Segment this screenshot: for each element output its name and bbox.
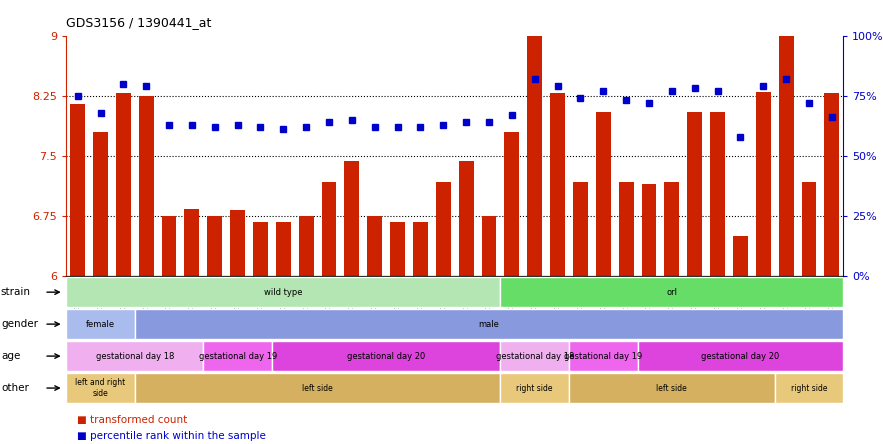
Bar [436, 182, 450, 276]
Bar [664, 182, 679, 276]
Bar [802, 182, 817, 276]
FancyBboxPatch shape [66, 309, 135, 340]
FancyBboxPatch shape [638, 341, 843, 372]
Bar [413, 222, 428, 276]
Text: ■ transformed count: ■ transformed count [77, 416, 187, 425]
FancyBboxPatch shape [569, 373, 774, 404]
Text: gestational day 19: gestational day 19 [564, 352, 643, 361]
Bar [139, 96, 154, 276]
Bar [710, 112, 725, 276]
Text: other: other [1, 383, 29, 393]
FancyBboxPatch shape [501, 277, 843, 308]
Bar [596, 112, 611, 276]
Bar [459, 162, 473, 276]
Bar [230, 210, 245, 276]
Text: GDS3156 / 1390441_at: GDS3156 / 1390441_at [66, 16, 212, 29]
Text: age: age [1, 351, 20, 361]
Text: orl: orl [667, 288, 677, 297]
Text: left side: left side [656, 384, 687, 392]
Text: gestational day 18: gestational day 18 [95, 352, 174, 361]
Bar [779, 36, 794, 276]
Bar [116, 93, 131, 276]
Bar [527, 36, 542, 276]
Text: right side: right side [791, 384, 827, 392]
FancyBboxPatch shape [66, 373, 135, 404]
Bar [298, 216, 313, 276]
Bar [344, 162, 359, 276]
Bar [390, 222, 405, 276]
Bar [573, 182, 588, 276]
Text: wild type: wild type [264, 288, 303, 297]
Bar [550, 93, 565, 276]
Bar [275, 222, 291, 276]
Text: male: male [479, 320, 500, 329]
Text: gestational day 20: gestational day 20 [347, 352, 426, 361]
Text: left side: left side [302, 384, 333, 392]
Bar [321, 182, 336, 276]
Bar [733, 236, 748, 276]
Text: ■ percentile rank within the sample: ■ percentile rank within the sample [77, 432, 266, 441]
FancyBboxPatch shape [501, 341, 569, 372]
Text: gender: gender [1, 319, 38, 329]
FancyBboxPatch shape [569, 341, 638, 372]
FancyBboxPatch shape [66, 341, 203, 372]
Bar [619, 182, 634, 276]
FancyBboxPatch shape [66, 277, 501, 308]
FancyBboxPatch shape [501, 373, 569, 404]
Bar [687, 112, 702, 276]
Bar [481, 216, 496, 276]
Text: gestational day 19: gestational day 19 [199, 352, 276, 361]
FancyBboxPatch shape [135, 309, 843, 340]
Text: female: female [86, 320, 115, 329]
Bar [504, 132, 519, 276]
FancyBboxPatch shape [135, 373, 501, 404]
Bar [162, 216, 177, 276]
Bar [208, 216, 223, 276]
Text: strain: strain [1, 287, 31, 297]
Bar [253, 222, 268, 276]
Bar [825, 93, 839, 276]
Text: left and right
side: left and right side [75, 378, 125, 398]
FancyBboxPatch shape [272, 341, 501, 372]
Bar [367, 216, 382, 276]
Text: right side: right side [517, 384, 553, 392]
FancyBboxPatch shape [774, 373, 843, 404]
Bar [756, 91, 771, 276]
Bar [642, 184, 656, 276]
Bar [185, 209, 200, 276]
Bar [93, 132, 108, 276]
Text: gestational day 20: gestational day 20 [701, 352, 780, 361]
FancyBboxPatch shape [203, 341, 272, 372]
Bar [71, 104, 85, 276]
Text: gestational day 18: gestational day 18 [495, 352, 574, 361]
